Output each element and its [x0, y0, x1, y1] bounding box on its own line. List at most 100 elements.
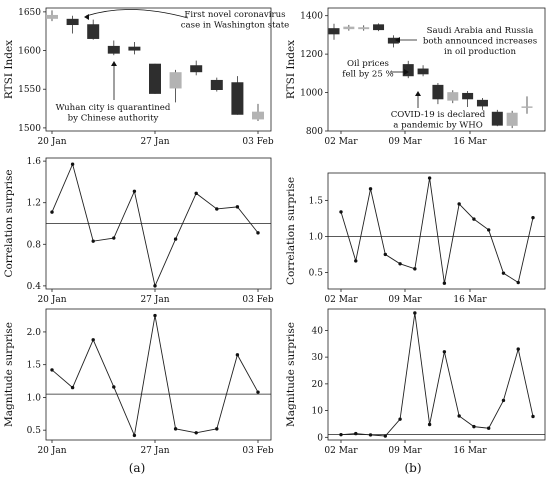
- y-tick-label: 1400: [300, 12, 323, 22]
- y-tick-label: 40: [312, 326, 324, 336]
- y-tick-label: 1.5: [309, 196, 324, 206]
- candle-body: [46, 14, 58, 19]
- x-tick-label: 03 Feb: [242, 137, 273, 147]
- data-point: [173, 427, 178, 431]
- x-tick-label: 02 Mar: [324, 446, 358, 456]
- y-tick-label: 1200: [300, 50, 323, 60]
- data-point: [256, 231, 260, 235]
- series-line: [51, 315, 259, 437]
- panel-b-rtsi-chart: 800 1000 1200 1400 RTSI Index 02 Mar 09 Mar 16 …: [285, 7, 546, 147]
- data-point: [383, 252, 388, 257]
- candle-body: [107, 45, 120, 54]
- data-point: [383, 434, 388, 438]
- panel-b-correlation-chart: 0.5 1.0 1.5 Correlation surprise 02 Mar 09 Ma…: [285, 172, 546, 305]
- x-tick-label: 27 Jan: [140, 295, 169, 305]
- y-tick-label: 20: [312, 380, 324, 390]
- y-tick-label: 0.8: [27, 240, 42, 250]
- candle-body: [128, 46, 141, 51]
- data-point: [531, 414, 535, 419]
- y-tick-label: 0.5: [27, 426, 42, 436]
- data-point: [235, 353, 240, 357]
- y-tick-label: 2.0: [27, 328, 42, 338]
- data-point: [91, 239, 95, 243]
- candle-body: [343, 26, 355, 30]
- x-tick-label: 03 Feb: [242, 446, 273, 456]
- panel-a-rtsi-chart: 1500 1550 1600 1650 RTSI Index 20 Jan 27 Jan 03…: [3, 7, 289, 147]
- annotation-arrowhead: [415, 91, 421, 96]
- data-point: [516, 347, 520, 351]
- candle-body: [149, 63, 161, 94]
- y-axis-label: Magnitude surprise: [3, 322, 15, 427]
- annotation-text: First novel coronavirus: [184, 10, 285, 20]
- annotation-arrowhead: [84, 14, 89, 20]
- data-point: [442, 350, 447, 354]
- x-tick-label: 16 Mar: [453, 295, 487, 305]
- data-point: [50, 368, 54, 372]
- candle-body: [491, 111, 503, 126]
- candle-body: [432, 84, 444, 100]
- x-tick-label: 02 Mar: [324, 295, 358, 305]
- annotation-text: Oil prices: [347, 59, 389, 69]
- annotation-text: fell by 25 %: [342, 70, 393, 80]
- candle-body: [402, 64, 414, 77]
- data-point: [153, 284, 157, 288]
- candle-body: [521, 106, 533, 108]
- panel-label-a: (a): [129, 461, 146, 475]
- plot-frame: [45, 308, 272, 441]
- annotation-text: Saudi Arabia and Russia: [427, 26, 534, 36]
- candle-body: [190, 65, 203, 73]
- y-tick-label: 0.5: [309, 268, 324, 278]
- data-point: [215, 427, 219, 431]
- data-point: [112, 236, 116, 240]
- x-tick-label: 20 Jan: [37, 446, 66, 456]
- data-point: [531, 215, 535, 220]
- candle-body: [210, 79, 223, 90]
- data-point: [132, 433, 137, 438]
- y-axis-label: Magnitude surprise: [285, 322, 297, 427]
- y-axis-label: Correlation surprise: [285, 177, 297, 285]
- annotation-text: a pandemic by WHO: [393, 121, 483, 131]
- data-point: [70, 162, 75, 166]
- x-tick-label: 16 Mar: [453, 137, 487, 147]
- data-point: [339, 432, 343, 437]
- x-tick-label: 03 Feb: [242, 295, 273, 305]
- y-tick-label: 1000: [300, 89, 323, 99]
- y-tick-label: 1650: [18, 8, 41, 18]
- y-tick-label: 30: [312, 353, 324, 363]
- annotation-arrowhead: [395, 37, 400, 43]
- y-tick-label: 1.5: [27, 361, 42, 371]
- x-tick-label: 16 Mar: [453, 446, 487, 456]
- panel-a-magnitude-chart: 0.5 1.0 1.5 2.0 Magnitude surprise 20 Jan 27 J…: [3, 308, 274, 456]
- candle-body: [462, 92, 474, 100]
- data-point: [112, 385, 116, 389]
- data-point: [486, 426, 491, 430]
- data-point: [354, 431, 358, 436]
- plot-frame: [327, 172, 546, 290]
- annotation-text: both announced increases: [423, 37, 537, 47]
- series-line: [340, 312, 534, 437]
- x-tick-label: 02 Mar: [324, 137, 358, 147]
- y-tick-label: 1500: [18, 124, 41, 134]
- x-tick-label: 09 Mar: [388, 295, 422, 305]
- x-tick-label: 20 Jan: [37, 295, 66, 305]
- candle-body: [252, 111, 264, 120]
- candle-body: [387, 37, 399, 44]
- y-tick-label: 1.0: [309, 232, 324, 242]
- series-line: [51, 162, 259, 288]
- data-point: [413, 311, 417, 315]
- annotation-text: in oil production: [444, 47, 516, 57]
- plot-frame: [327, 308, 546, 441]
- data-point: [398, 417, 402, 421]
- annotation-text: by Chinese authority: [68, 114, 159, 124]
- data-point: [215, 207, 219, 211]
- y-tick-label: 1600: [18, 47, 41, 57]
- annotation-arrowhead: [404, 69, 409, 75]
- data-point: [427, 176, 432, 180]
- data-point: [235, 205, 240, 209]
- data-point: [427, 422, 432, 427]
- panel-a-correlation-chart: 0.4 0.8 1.2 1.6 Correlation surprise 20 Jan 27…: [3, 157, 274, 305]
- data-point: [339, 210, 343, 214]
- candle-body: [328, 28, 340, 35]
- data-point: [472, 424, 476, 429]
